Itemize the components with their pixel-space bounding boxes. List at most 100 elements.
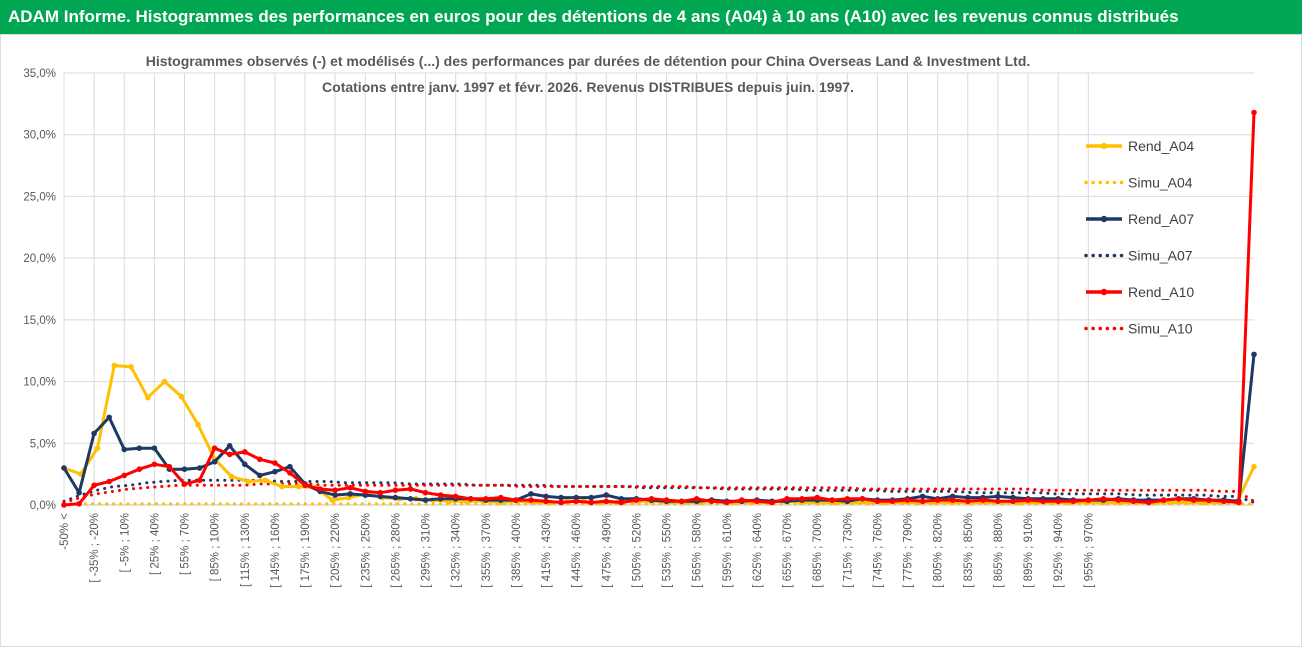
- data-point-rend-a10: [151, 461, 158, 468]
- legend-label-simu-a07: Simu_A07: [1128, 248, 1193, 264]
- y-tick-label: 0,0%: [30, 500, 56, 512]
- data-point-rend-a07: [91, 430, 97, 437]
- legend-marker-rend-a07: [1100, 215, 1108, 223]
- data-point-rend-a07: [392, 494, 399, 501]
- data-point-rend-a10: [467, 496, 474, 502]
- legend-label-rend-a07: Rend_A07: [1128, 211, 1194, 227]
- data-point-rend-a10: [754, 498, 760, 505]
- data-point-rend-a10: [61, 502, 67, 508]
- data-point-rend-a10: [543, 498, 549, 505]
- legend-label-simu-a04: Simu_A04: [1128, 175, 1193, 191]
- page-header: ADAM Informe. Histogrammes des performan…: [0, 0, 1302, 34]
- data-point-rend-a04: [329, 497, 336, 503]
- chart-title-line-2: Cotations entre janv. 1997 et févr. 2026…: [322, 79, 854, 95]
- x-tick-label: [ 325% ; 340%: [451, 513, 463, 588]
- y-tick-label: 5,0%: [30, 438, 56, 450]
- data-point-rend-a07: [347, 491, 354, 497]
- data-point-rend-a10: [1115, 497, 1122, 503]
- data-point-rend-a10: [934, 497, 941, 503]
- data-point-rend-a07: [121, 446, 128, 453]
- x-tick-label: [ 955% ; 970%: [1083, 513, 1095, 588]
- data-point-rend-a10: [362, 488, 369, 495]
- data-point-rend-a10: [76, 501, 82, 507]
- x-axis: -50% < [ -35% ; -20% [ -5% ; 10% [ 25% ; 40…: [59, 504, 1254, 588]
- data-point-rend-a10: [513, 497, 519, 503]
- data-point-rend-a10: [121, 472, 128, 479]
- series-line-simu-a10: [62, 482, 1256, 504]
- data-point-rend-a10: [332, 487, 338, 494]
- x-tick-label: [ 445% ; 460%: [571, 513, 583, 588]
- data-point-rend-a07: [76, 489, 82, 496]
- data-point-rend-a04: [161, 378, 168, 385]
- x-tick-label: [ 415% ; 430%: [541, 513, 553, 588]
- x-tick-label: [ 475% ; 490%: [601, 513, 613, 588]
- data-point-rend-a07: [287, 463, 293, 470]
- data-point-rend-a10: [769, 499, 775, 506]
- data-point-rend-a10: [648, 496, 655, 502]
- x-tick-label: [ 295% ; 310%: [421, 513, 433, 588]
- data-point-rend-a10: [724, 499, 730, 506]
- data-point-rend-a10: [573, 498, 579, 505]
- data-point-rend-a10: [498, 494, 504, 501]
- data-point-rend-a10: [1010, 498, 1016, 505]
- data-point-rend-a07: [136, 445, 143, 452]
- data-point-rend-a10: [272, 460, 278, 466]
- data-point-rend-a10: [91, 482, 97, 489]
- data-point-rend-a07: [1251, 351, 1257, 358]
- x-tick-label: [ 565% ; 580%: [692, 513, 704, 588]
- data-point-rend-a07: [257, 472, 263, 479]
- data-point-rend-a10: [1145, 499, 1152, 506]
- data-point-rend-a04: [128, 364, 134, 370]
- legend-marker-rend-a04: [1100, 142, 1108, 150]
- data-point-rend-a10: [558, 499, 564, 506]
- data-point-rend-a07: [407, 496, 414, 502]
- data-point-rend-a10: [1055, 498, 1061, 505]
- legend-label-simu-a10: Simu_A10: [1128, 321, 1193, 337]
- x-tick-label: [ 775% ; 790%: [903, 513, 915, 588]
- data-point-rend-a10: [844, 496, 851, 502]
- data-point-rend-a07: [543, 493, 549, 500]
- data-point-rend-a10: [799, 496, 805, 502]
- legend-marker-rend-a10: [1100, 288, 1108, 296]
- data-point-rend-a10: [904, 497, 911, 503]
- x-tick-label: [ 145% ; 160%: [270, 513, 282, 588]
- data-point-rend-a04: [178, 393, 185, 400]
- data-point-rend-a07: [528, 491, 534, 497]
- data-point-rend-a07: [603, 492, 610, 498]
- x-tick-label: [ 505% ; 520%: [631, 513, 643, 588]
- y-tick-label: 30,0%: [23, 130, 56, 142]
- data-point-rend-a10: [829, 497, 835, 503]
- x-tick-label: [ 895% ; 910%: [1023, 513, 1035, 588]
- data-point-rend-a04: [145, 394, 151, 401]
- data-point-rend-a07: [106, 414, 112, 421]
- data-point-rend-a10: [347, 484, 354, 491]
- data-point-rend-a10: [633, 497, 640, 503]
- x-tick-label: -50% <: [59, 513, 71, 550]
- x-tick-label: [ 385% ; 400%: [511, 513, 523, 588]
- x-tick-label: [ 355% ; 370%: [481, 513, 493, 588]
- gridlines: [63, 72, 1254, 506]
- data-point-rend-a10: [211, 445, 218, 452]
- data-point-rend-a04: [295, 483, 302, 490]
- data-point-rend-a10: [1025, 497, 1031, 503]
- legend-label-rend-a10: Rend_A10: [1128, 284, 1194, 300]
- x-tick-label: [ 835% ; 850%: [963, 513, 975, 588]
- data-point-rend-a04: [195, 422, 201, 428]
- x-tick-label: [ 715% ; 730%: [842, 513, 854, 588]
- data-point-rend-a07: [61, 465, 67, 471]
- data-point-rend-a07: [919, 493, 926, 500]
- data-point-rend-a10: [618, 499, 625, 506]
- data-point-rend-a04: [228, 473, 235, 480]
- x-tick-label: [ 655% ; 670%: [782, 513, 794, 588]
- data-point-rend-a10: [603, 498, 610, 505]
- x-tick-label: [ -35% ; -20%: [89, 513, 101, 583]
- data-point-rend-a10: [452, 493, 459, 500]
- data-point-rend-a10: [377, 489, 384, 496]
- data-point-rend-a10: [196, 477, 203, 484]
- data-point-rend-a10: [889, 498, 896, 505]
- data-point-rend-a10: [965, 498, 971, 505]
- data-point-rend-a10: [528, 497, 534, 503]
- data-point-rend-a07: [332, 492, 338, 498]
